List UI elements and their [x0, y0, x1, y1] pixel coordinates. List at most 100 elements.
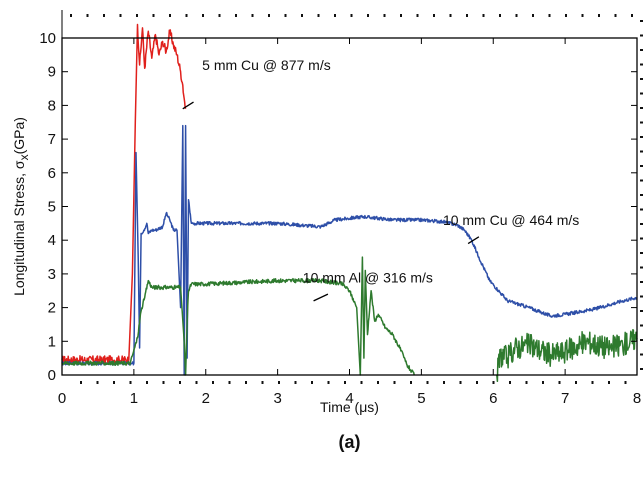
right-dot	[640, 237, 643, 240]
bottom-dot	[591, 381, 594, 384]
top-dot	[433, 14, 435, 17]
top-dot	[614, 14, 617, 17]
right-dot	[640, 34, 643, 37]
bottom-dot	[146, 381, 148, 384]
top-dot	[631, 14, 633, 17]
y-axis-label: Longitudinal Stress, σx(GPa)	[11, 117, 31, 296]
top-dot	[268, 14, 270, 17]
y-tick-label: 4	[48, 232, 56, 249]
x-tick-label: 4	[345, 390, 353, 407]
x-tick-label: 7	[561, 390, 569, 407]
top-dot	[548, 14, 551, 17]
bottom-dot	[509, 381, 511, 384]
y-tick-label: 0	[48, 367, 56, 384]
right-dot	[640, 150, 643, 153]
annotation-label-1: 10 mm Cu @ 464 m/s	[443, 212, 579, 228]
right-dot	[640, 78, 643, 80]
right-dot	[640, 324, 643, 327]
x-tick-label: 8	[633, 390, 641, 407]
bottom-dot	[245, 381, 247, 384]
bottom-dot	[558, 381, 561, 384]
right-dot	[640, 63, 643, 66]
x-tick-label: 3	[273, 390, 281, 407]
x-tick-label: 1	[130, 390, 138, 407]
bottom-dot	[80, 381, 82, 384]
bottom-dot	[179, 381, 181, 384]
bottom-dot	[327, 381, 330, 384]
bottom-dot	[311, 381, 313, 384]
x-tick-label: 2	[202, 390, 210, 407]
top-dot	[515, 14, 518, 17]
figure-caption: (a)	[339, 432, 361, 452]
bottom-dot	[393, 381, 396, 384]
x-axis-label-part1: Time (	[320, 399, 359, 415]
top-dot	[499, 14, 501, 17]
top-dot	[136, 14, 138, 17]
y-tick-label: 1	[48, 333, 56, 350]
y-axis-label-sigma: σ	[11, 160, 27, 169]
bottom-dot	[608, 381, 610, 384]
bottom-dot	[542, 381, 544, 384]
top-dot	[86, 14, 89, 17]
y-axis-label-part1: Longitudinal Stress,	[11, 169, 27, 296]
y-tick-label: 10	[39, 30, 56, 47]
bottom-dot	[261, 381, 264, 384]
annotation-pointer-0	[182, 101, 194, 110]
y-axis-label-unit: (GPa)	[11, 117, 27, 154]
top-dot	[416, 14, 419, 17]
bottom-dot	[492, 381, 495, 384]
right-dotted-border	[640, 20, 643, 370]
top-dot	[202, 14, 204, 17]
right-dot	[640, 49, 643, 51]
y-tick-label: 2	[48, 300, 56, 317]
right-dot	[640, 165, 643, 167]
right-dot	[640, 121, 643, 124]
y-tick-label: 8	[48, 97, 56, 114]
bottom-dot	[624, 381, 627, 384]
bottom-dot	[344, 381, 346, 384]
right-dot	[640, 208, 643, 211]
top-dot	[350, 14, 353, 17]
right-dot	[640, 353, 643, 356]
y-axis-label-subscript: x	[17, 154, 31, 160]
top-dot	[367, 14, 369, 17]
annotation-pointer-1	[467, 236, 480, 245]
top-dot	[449, 14, 452, 17]
bottom-dot	[195, 381, 198, 384]
x-tick-label: 5	[417, 390, 425, 407]
bottom-dot	[360, 381, 363, 384]
bottom-dot	[278, 381, 280, 384]
annotation-label-2: 10 mm Al @ 316 m/s	[303, 269, 433, 285]
x-tick-label: 0	[58, 390, 66, 407]
top-dotted-border	[61, 10, 633, 38]
annotation-label-0: 5 mm Cu @ 877 m/s	[202, 57, 331, 73]
bottom-dot	[228, 381, 231, 384]
top-dot	[169, 14, 171, 17]
y-tick-label: 5	[48, 199, 56, 216]
top-dot	[70, 14, 72, 17]
right-dot	[640, 310, 643, 312]
series-layer	[61, 23, 638, 383]
top-dot	[482, 14, 485, 17]
bottom-dot	[575, 381, 577, 384]
right-dot	[640, 266, 643, 269]
bottom-dot	[426, 381, 429, 384]
top-dot	[565, 14, 567, 17]
bottom-dot	[459, 381, 462, 384]
top-dot	[284, 14, 287, 17]
annotation-pointer-2	[313, 293, 329, 302]
series-line-1	[61, 124, 638, 376]
bottom-dot	[96, 381, 99, 384]
right-dot	[640, 339, 643, 341]
right-dot	[640, 368, 643, 370]
ticks-layer: 0 1 2 3 4 5 6 7 8 0 1 2 3 4 5 6 7 8 9 10	[39, 30, 641, 407]
series-line-2	[61, 256, 415, 376]
bottom-dot	[113, 381, 115, 384]
bottom-dot	[129, 381, 132, 384]
y-tick-label: 6	[48, 165, 56, 182]
bottom-dot	[212, 381, 214, 384]
right-dot	[640, 92, 643, 95]
top-dot	[119, 14, 122, 17]
